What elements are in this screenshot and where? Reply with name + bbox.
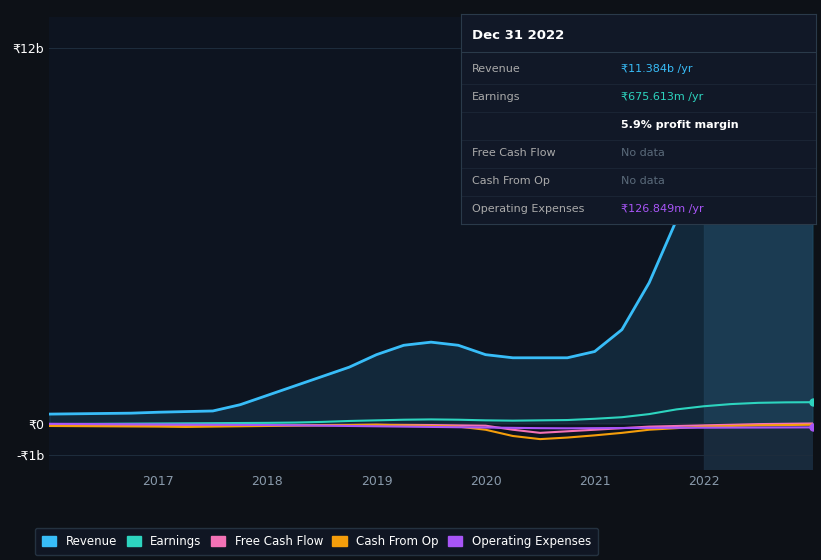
Text: ₹675.613m /yr: ₹675.613m /yr — [621, 92, 704, 101]
Text: Earnings: Earnings — [472, 92, 521, 101]
Text: Dec 31 2022: Dec 31 2022 — [472, 29, 564, 41]
Text: ₹126.849m /yr: ₹126.849m /yr — [621, 204, 704, 213]
Text: ₹11.384b /yr: ₹11.384b /yr — [621, 64, 692, 73]
Text: Operating Expenses: Operating Expenses — [472, 204, 585, 213]
Text: Cash From Op: Cash From Op — [472, 176, 550, 185]
Text: Revenue: Revenue — [472, 64, 521, 73]
Text: No data: No data — [621, 148, 665, 157]
Text: No data: No data — [621, 176, 665, 185]
Bar — [704, 17, 813, 470]
Legend: Revenue, Earnings, Free Cash Flow, Cash From Op, Operating Expenses: Revenue, Earnings, Free Cash Flow, Cash … — [35, 528, 598, 555]
Text: 5.9% profit margin: 5.9% profit margin — [621, 120, 739, 129]
Text: Free Cash Flow: Free Cash Flow — [472, 148, 556, 157]
